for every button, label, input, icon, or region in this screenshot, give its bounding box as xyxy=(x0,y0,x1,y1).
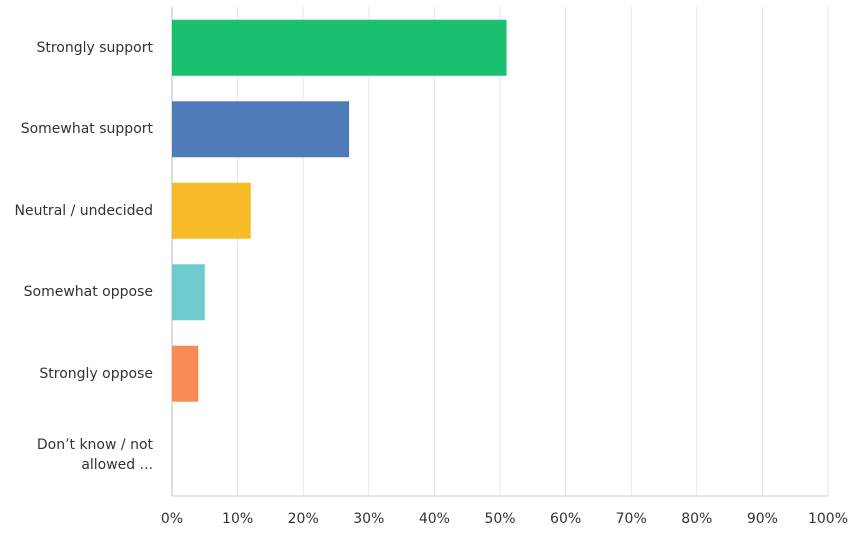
y-tick-label: Neutral / undecided xyxy=(14,202,153,219)
bar xyxy=(172,182,251,239)
y-tick-label: Strongly oppose xyxy=(39,365,153,382)
x-tick-label: 90% xyxy=(747,511,778,527)
x-tick-label: 0% xyxy=(161,511,183,527)
x-tick-label: 40% xyxy=(419,511,450,527)
x-tick-label: 80% xyxy=(681,511,712,527)
y-tick-label: Don’t know / not allowed ... xyxy=(36,437,153,474)
bar xyxy=(172,19,507,76)
bar xyxy=(172,264,205,321)
y-tick-label: Somewhat support xyxy=(20,121,153,138)
bar xyxy=(172,345,199,402)
x-tick-label: 10% xyxy=(222,511,253,527)
x-tick-label: 20% xyxy=(288,511,319,527)
x-tick-label: 100% xyxy=(808,511,848,527)
y-tick-label: Somewhat oppose xyxy=(23,284,153,301)
x-tick-label: 70% xyxy=(616,511,647,527)
bar xyxy=(172,101,350,158)
x-tick-label: 30% xyxy=(353,511,384,527)
x-tick-label: 60% xyxy=(550,511,581,527)
y-tick-label: Strongly support xyxy=(36,39,153,56)
x-tick-label: 50% xyxy=(484,511,515,527)
